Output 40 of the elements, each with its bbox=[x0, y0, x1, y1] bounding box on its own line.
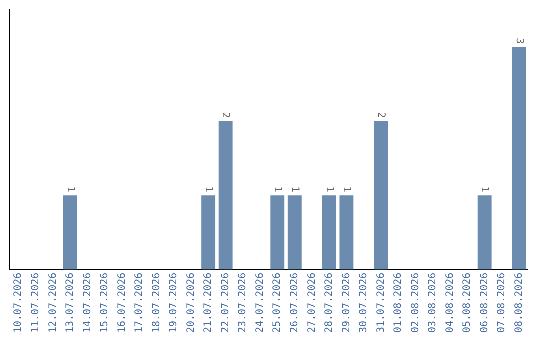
data-label: 1 bbox=[64, 186, 76, 193]
x-tick-label: 02.08.2026 bbox=[410, 272, 422, 334]
data-label: 1 bbox=[341, 186, 352, 193]
x-tick-label: 11.07.2026 bbox=[30, 272, 42, 334]
x-tick-label: 08.08.2026 bbox=[514, 272, 525, 334]
x-tick-label: 03.08.2026 bbox=[428, 272, 439, 334]
x-tick-label: 05.08.2026 bbox=[462, 272, 474, 334]
x-tick-label: 10.07.2026 bbox=[13, 272, 24, 334]
x-tick-label: 19.07.2026 bbox=[168, 272, 180, 334]
x-tick-label: 14.07.2026 bbox=[82, 272, 94, 334]
x-tick-label: 13.07.2026 bbox=[65, 272, 76, 334]
data-label: 2 bbox=[376, 112, 387, 118]
x-tick-label: 24.07.2026 bbox=[254, 272, 266, 334]
data-label: 3 bbox=[514, 38, 525, 44]
x-tick-label: 12.07.2026 bbox=[48, 272, 59, 334]
x-tick-label: 04.08.2026 bbox=[444, 272, 456, 334]
x-tick-label: 15.07.2026 bbox=[100, 272, 111, 334]
x-tick-label: 07.08.2026 bbox=[496, 272, 508, 334]
data-label: 1 bbox=[289, 186, 300, 193]
x-tick-label: 30.07.2026 bbox=[358, 272, 370, 334]
x-tick-label: 28.07.2026 bbox=[324, 272, 336, 334]
x-tick-label: 29.07.2026 bbox=[341, 272, 352, 334]
x-tick-label: 21.07.2026 bbox=[203, 272, 214, 334]
x-tick-label: 22.07.2026 bbox=[220, 272, 232, 334]
x-tick-label: 06.08.2026 bbox=[479, 272, 490, 334]
data-label: 1 bbox=[202, 186, 214, 193]
x-tick-label: 18.07.2026 bbox=[151, 272, 162, 334]
x-tick-label: 27.07.2026 bbox=[306, 272, 318, 334]
x-tick-label: 23.07.2026 bbox=[238, 272, 249, 334]
x-tick-label: 26.07.2026 bbox=[289, 272, 300, 334]
x-tick-label: 01.08.2026 bbox=[393, 272, 404, 334]
data-label: 1 bbox=[324, 186, 335, 193]
data-label: 2 bbox=[220, 112, 232, 118]
data-label: 1 bbox=[479, 186, 490, 193]
x-tick-label: 16.07.2026 bbox=[116, 272, 128, 334]
x-tick-label: 31.07.2026 bbox=[376, 272, 387, 334]
data-label: 1 bbox=[272, 186, 284, 193]
x-tick-label: 17.07.2026 bbox=[134, 272, 146, 334]
x-tick-label: 25.07.2026 bbox=[272, 272, 284, 334]
x-tick-label: 20.07.2026 bbox=[186, 272, 197, 334]
